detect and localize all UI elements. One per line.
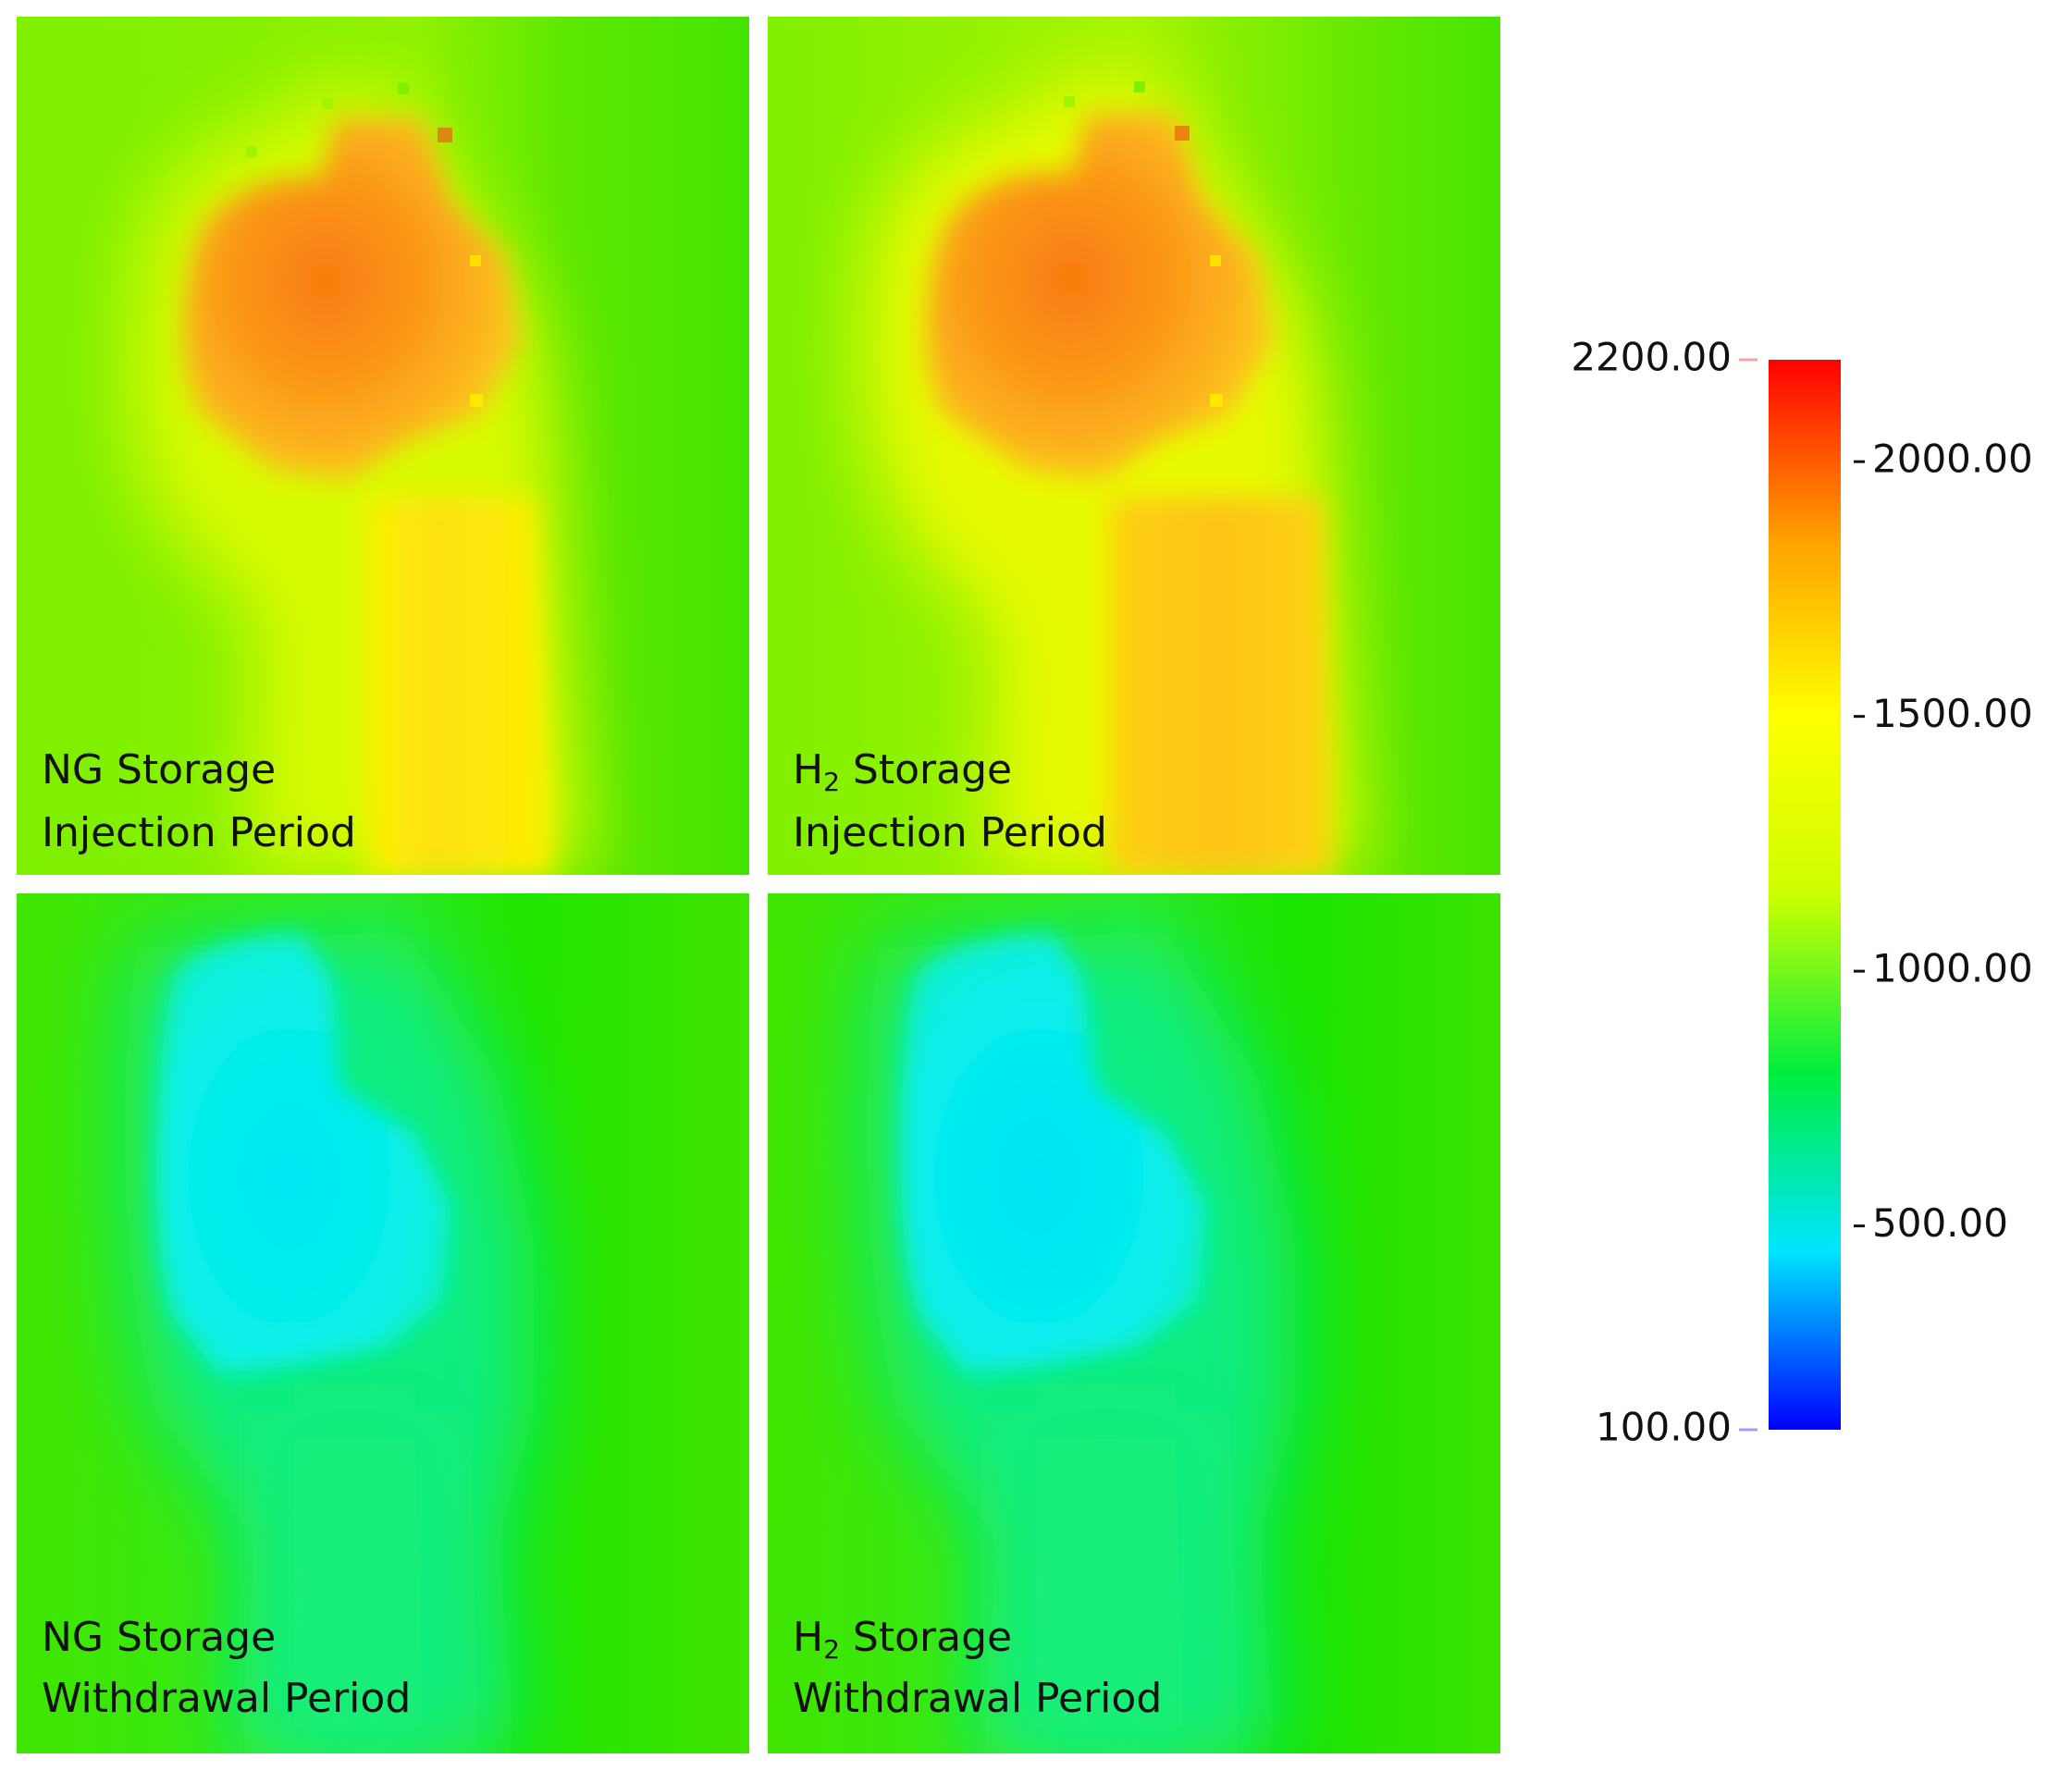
heatmap-h2-injection — [768, 17, 1500, 875]
heatmap-ng-injection — [17, 17, 749, 875]
label-h-text: H — [793, 746, 824, 793]
panel-label-line1: NG Storage — [42, 746, 277, 793]
heatmap-panel-h2-withdrawal: H2 Storage Withdrawal Period — [768, 893, 1500, 1753]
panel-label-line1: H2 Storage — [793, 740, 1012, 801]
panel-label-line1: H2 Storage — [793, 1607, 1012, 1668]
colorbar-max-label: 2200.00 — [1571, 335, 1732, 380]
panel-label-line2: Withdrawal Period — [42, 1675, 412, 1722]
heatmap-panel-ng-withdrawal: NG Storage Withdrawal Period — [17, 893, 749, 1753]
colorbar-gradient — [1769, 360, 1841, 1430]
label-h-text: H — [793, 1614, 824, 1661]
panel-label-line2: Withdrawal Period — [793, 1675, 1163, 1722]
colorbar-min-label: 100.00 — [1596, 1405, 1732, 1450]
colorbar: 2200.00 100.00 2000.00 1500.00 1000.00 500.00 — [1571, 335, 2032, 1450]
heatmap-ng-withdrawal — [17, 893, 749, 1753]
heatmap-panel-h2-injection: H2 Storage Injection Period — [768, 17, 1500, 875]
colorbar-tick-label: 1000.00 — [1872, 946, 2033, 991]
colorbar-ticks: 2200.00 100.00 2000.00 1500.00 1000.00 500.00 — [1571, 335, 2032, 1450]
panel-label-line1: NG Storage — [42, 1614, 277, 1661]
heatmap-panel-ng-injection: NG Storage Injection Period — [17, 17, 749, 875]
colorbar-tick-label: 1500.00 — [1872, 691, 2033, 736]
heatmap-h2-withdrawal — [768, 893, 1500, 1753]
label-storage-text: Storage — [839, 746, 1013, 793]
colorbar-tick-label: 500.00 — [1872, 1200, 2008, 1246]
label-subscript: 2 — [823, 1634, 840, 1665]
label-storage-text: Storage — [839, 1614, 1013, 1661]
panel-label-line2: Injection Period — [42, 809, 356, 856]
colorbar-tick-label: 2000.00 — [1872, 437, 2033, 482]
label-subscript: 2 — [823, 767, 840, 797]
panel-label-line2: Injection Period — [793, 809, 1107, 856]
